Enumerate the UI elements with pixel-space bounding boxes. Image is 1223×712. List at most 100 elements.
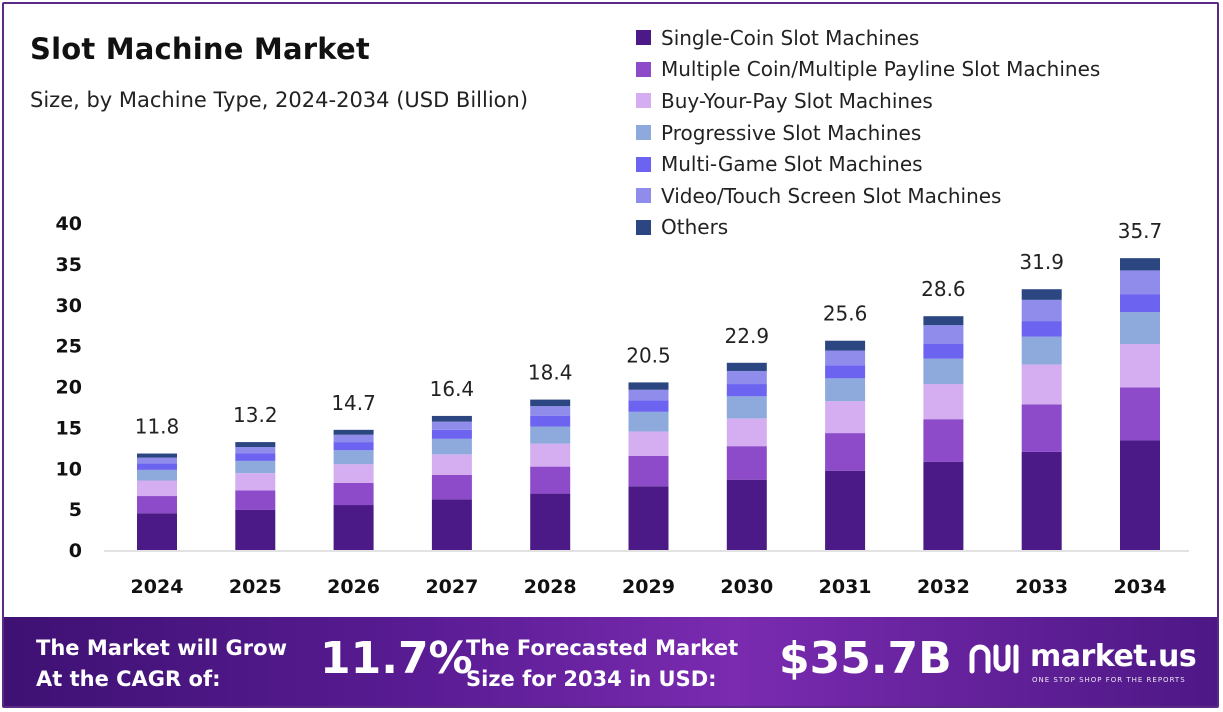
bar-segment-buy-your-pay-slot-machines xyxy=(1120,343,1160,388)
legend-swatch xyxy=(636,61,651,77)
bar-segment-multi-game-slot-machines xyxy=(1120,294,1160,313)
bar-segment-buy-your-pay-slot-machines xyxy=(333,464,374,483)
x-tick-label: 2027 xyxy=(425,576,478,598)
bar-segment-multi-game-slot-machines xyxy=(923,343,964,359)
bar-segment-multi-game-slot-machines xyxy=(137,463,177,470)
bar-total-label: 16.4 xyxy=(430,377,475,401)
bar-segment-video-touch-screen-slot-machines xyxy=(923,325,964,344)
bar-segment-progressive-slot-machines xyxy=(333,450,374,465)
legend-swatch xyxy=(636,156,651,172)
legend-swatch xyxy=(636,188,651,204)
cagr-label-line1: The Market will Grow xyxy=(36,636,287,660)
bar-segment-video-touch-screen-slot-machines xyxy=(333,434,374,443)
chart-title: Slot Machine Market xyxy=(30,32,370,66)
bar-segment-progressive-slot-machines xyxy=(137,469,177,481)
bar-segment-multiple-coin-multiple-payline-slot-machines xyxy=(530,466,571,494)
bar-segment-multiple-coin-multiple-payline-slot-machines xyxy=(137,496,177,514)
bar-segment-multiple-coin-multiple-payline-slot-machines xyxy=(628,455,669,487)
bar-segment-others xyxy=(137,453,177,458)
market-us-logo-icon xyxy=(969,644,1019,674)
bar-segment-others xyxy=(235,442,276,447)
bar-segment-multi-game-slot-machines xyxy=(1021,321,1062,337)
bar-segment-video-touch-screen-slot-machines xyxy=(235,446,276,454)
bar-segment-buy-your-pay-slot-machines xyxy=(137,480,177,497)
legend-swatch xyxy=(636,125,651,141)
y-tick-label: 10 xyxy=(56,458,82,480)
bar-total-label: 18.4 xyxy=(528,361,573,385)
bar-segment-others xyxy=(1120,258,1160,271)
bar-segment-single-coin-slot-machines xyxy=(333,505,374,550)
bar-segment-video-touch-screen-slot-machines xyxy=(530,406,571,416)
y-tick-label: 20 xyxy=(56,377,82,399)
legend-label: Single-Coin Slot Machines xyxy=(661,25,920,50)
bar-segment-others xyxy=(726,362,767,371)
bar-segment-single-coin-slot-machines xyxy=(825,470,866,550)
legend-item: Single-Coin Slot Machines xyxy=(636,22,1100,54)
bar-total-label: 14.7 xyxy=(331,391,376,415)
bar-segment-multi-game-slot-machines xyxy=(431,429,472,439)
bar-segment-buy-your-pay-slot-machines xyxy=(628,431,669,456)
x-tick-label: 2029 xyxy=(622,576,675,598)
bar-segment-single-coin-slot-machines xyxy=(137,513,177,550)
bar-segment-buy-your-pay-slot-machines xyxy=(1021,364,1062,405)
bar-segment-video-touch-screen-slot-machines xyxy=(825,350,866,366)
bar-segment-video-touch-screen-slot-machines xyxy=(1120,270,1160,295)
bar-segment-others xyxy=(923,316,964,326)
bar-segment-progressive-slot-machines xyxy=(1120,312,1160,344)
forecast-label: The Forecasted Market Size for 2034 in U… xyxy=(466,633,738,695)
footer-banner: The Market will Grow At the CAGR of: 11.… xyxy=(4,617,1217,706)
bar-segment-single-coin-slot-machines xyxy=(1120,440,1160,550)
chart-legend: Single-Coin Slot Machines Multiple Coin/M… xyxy=(636,22,1100,243)
bar-segment-progressive-slot-machines xyxy=(726,396,767,419)
cagr-label-line2: At the CAGR of: xyxy=(36,667,221,691)
bar-segment-multiple-coin-multiple-payline-slot-machines xyxy=(333,482,374,506)
bar-segment-single-coin-slot-machines xyxy=(235,509,276,550)
y-tick-label: 25 xyxy=(56,336,82,358)
x-tick-label: 2031 xyxy=(819,576,872,598)
bar-segment-buy-your-pay-slot-machines xyxy=(530,443,571,467)
legend-label: Multi-Game Slot Machines xyxy=(661,152,923,177)
bar-segment-video-touch-screen-slot-machines xyxy=(628,389,669,401)
y-tick-label: 40 xyxy=(56,213,82,235)
legend-label: Video/Touch Screen Slot Machines xyxy=(661,183,1002,208)
bar-segment-multiple-coin-multiple-payline-slot-machines xyxy=(1120,387,1160,441)
bar-segment-multi-game-slot-machines xyxy=(333,442,374,451)
bar-segment-video-touch-screen-slot-machines xyxy=(137,457,177,464)
legend-item: Video/Touch Screen Slot Machines xyxy=(636,180,1100,212)
legend-item: Progressive Slot Machines xyxy=(636,117,1100,149)
forecast-value: $35.7B xyxy=(779,633,952,684)
bar-segment-multi-game-slot-machines xyxy=(530,415,571,427)
legend-item: Others xyxy=(636,212,1100,244)
y-tick-label: 30 xyxy=(56,295,82,317)
legend-swatch xyxy=(636,219,651,235)
bar-total-label: 25.6 xyxy=(823,302,868,326)
cagr-value: 11.7% xyxy=(320,633,473,684)
bar-segment-multi-game-slot-machines xyxy=(628,400,669,412)
bar-segment-others xyxy=(628,382,669,390)
x-tick-label: 2030 xyxy=(720,576,773,598)
bar-total-label: 20.5 xyxy=(626,343,671,367)
legend-label: Buy-Your-Pay Slot Machines xyxy=(661,88,933,113)
legend-swatch xyxy=(636,30,651,46)
bar-segment-multi-game-slot-machines xyxy=(726,384,767,397)
bar-segment-progressive-slot-machines xyxy=(628,411,669,432)
bar-segment-video-touch-screen-slot-machines xyxy=(431,421,472,430)
brand-name: market.us xyxy=(1030,639,1197,674)
bar-total-label: 31.9 xyxy=(1019,250,1064,274)
bar-segment-buy-your-pay-slot-machines xyxy=(726,418,767,447)
legend-label: Multiple Coin/Multiple Payline Slot Mach… xyxy=(661,57,1101,82)
bar-segment-progressive-slot-machines xyxy=(431,438,472,455)
bar-segment-multi-game-slot-machines xyxy=(235,453,276,461)
bar-segment-others xyxy=(431,415,472,422)
bar-segment-progressive-slot-machines xyxy=(1021,336,1062,365)
legend-label: Others xyxy=(661,215,729,240)
bar-segment-others xyxy=(1021,289,1062,300)
bar-total-label: 22.9 xyxy=(725,324,770,348)
bar-segment-progressive-slot-machines xyxy=(530,426,571,444)
bar-segment-multi-game-slot-machines xyxy=(825,365,866,379)
y-tick-label: 35 xyxy=(56,254,82,276)
bar-segment-single-coin-slot-machines xyxy=(923,461,964,550)
bar-segment-buy-your-pay-slot-machines xyxy=(923,384,964,420)
bar-total-label: 35.7 xyxy=(1118,219,1163,243)
